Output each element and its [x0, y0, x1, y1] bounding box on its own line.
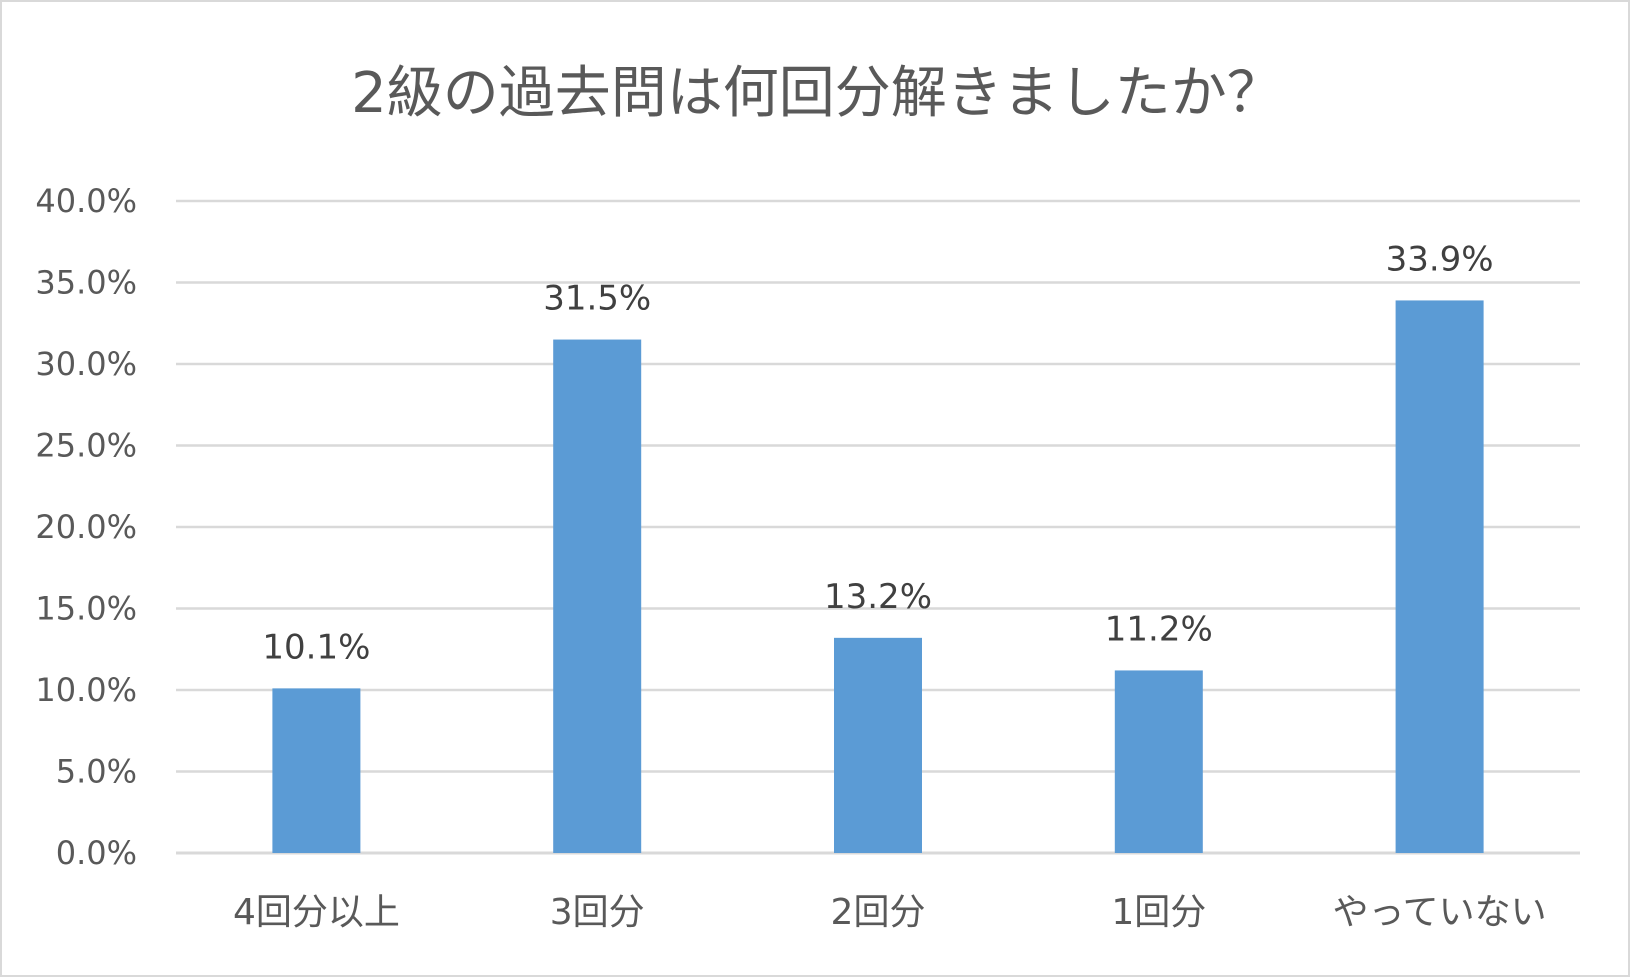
y-tick-label: 20.0% — [35, 508, 137, 546]
y-tick-label: 35.0% — [35, 264, 137, 302]
bar — [1114, 670, 1203, 853]
category-label: 4回分以上 — [233, 892, 400, 933]
data-label: 13.2% — [824, 577, 932, 617]
data-label: 31.5% — [543, 279, 651, 319]
y-tick-label: 30.0% — [35, 345, 137, 383]
bar — [1395, 300, 1484, 853]
category-label: やっていない — [1332, 892, 1546, 933]
data-labels: 10.1% 31.5% 13.2% 11.2% 33.9% — [262, 239, 1493, 667]
data-label: 33.9% — [1386, 239, 1494, 279]
category-label: 1回分 — [1111, 892, 1206, 933]
x-axis-categories: 4回分以上 3回分 2回分 1回分 やっていない — [233, 892, 1547, 933]
y-tick-label: 10.0% — [35, 671, 137, 709]
data-label: 11.2% — [1105, 609, 1213, 649]
gridlines — [176, 199, 1580, 855]
y-tick-label: 25.0% — [35, 427, 137, 465]
bar — [272, 688, 361, 853]
y-tick-label: 15.0% — [35, 590, 137, 628]
chart-title: 2級の過去問は何回分解きましたか？ — [351, 61, 1283, 126]
bar — [553, 339, 642, 853]
y-axis-ticks: 0.0% 5.0% 10.0% 15.0% 20.0% 25.0% 30.0% 35.0% 40… — [35, 182, 137, 872]
bar — [834, 637, 922, 853]
data-label: 10.1% — [262, 627, 370, 667]
y-tick-label: 40.0% — [35, 182, 137, 220]
y-tick-label: 0.0% — [56, 834, 137, 872]
bars — [272, 300, 1484, 853]
category-label: 2回分 — [831, 892, 926, 933]
y-tick-label: 5.0% — [56, 753, 137, 791]
category-label: 3回分 — [550, 892, 645, 933]
